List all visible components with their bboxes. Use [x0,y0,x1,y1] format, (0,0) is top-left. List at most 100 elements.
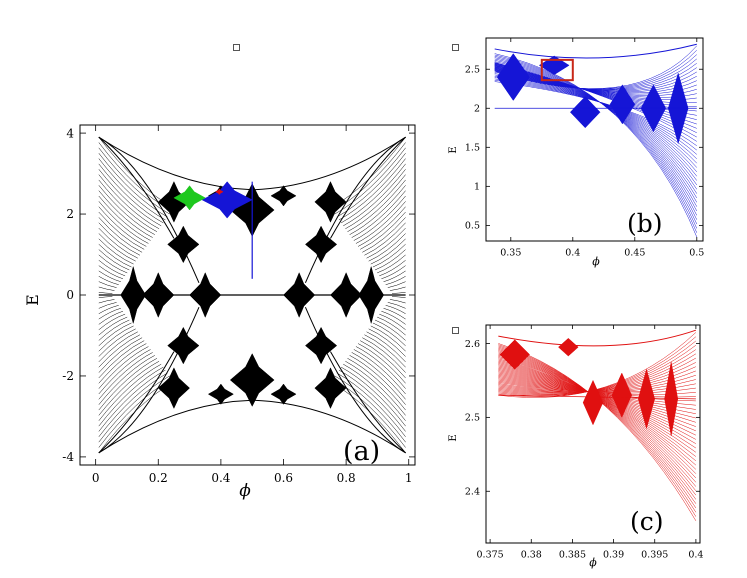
fan-line [374,319,406,341]
fan-line [98,313,126,330]
fan-line [98,211,145,250]
butterfly-cluster [229,353,275,407]
fan-line [343,363,406,421]
fan-line [98,217,143,253]
fan-line [347,358,406,411]
fan-line [498,370,696,392]
fan-line [98,346,149,389]
fan-line [389,299,406,304]
panel-c-xlabel: ϕ [589,556,597,569]
fan-line [349,355,406,405]
y-tick-label: 4 [66,126,74,140]
panel-c-tag: (c) [630,507,664,536]
panel-b: 0.35 0.4 0.45 0.5 0.5 1 1.5 2 2.5 ϕ E (b) [448,37,704,268]
butterfly-cluster [569,96,601,129]
fan-line [355,346,406,389]
zoom-c-region [215,188,224,196]
fan-line [98,222,141,256]
fan-line [98,316,128,336]
fan-line [98,233,136,262]
fan-line [498,363,697,449]
envelope-curve [98,136,200,284]
envelope-curve [252,136,406,191]
y-tick-label: 0 [66,288,74,302]
fan-line [349,185,406,235]
envelope-curve [304,306,406,454]
fan-line [362,337,406,373]
fan-line [498,332,697,398]
fan-line [370,238,406,265]
panel-b-ticks: 0.35 0.4 0.45 0.5 0.5 1 1.5 2 2.5 [465,38,704,259]
y-tick-label: 0.5 [465,221,480,232]
fan-line [494,68,698,190]
fan-line [351,190,406,238]
fan-line [98,153,168,218]
fan-line [498,364,697,444]
butterfly-cluster [270,383,297,405]
y-tick-label: 2.5 [465,65,480,76]
fan-line [357,206,406,247]
fan-line [498,353,697,394]
fan-line [498,357,697,470]
x-tick-label: 0.4 [565,248,580,259]
fan-line [385,276,406,285]
fan-line [498,352,697,487]
envelope-curve [98,306,200,454]
fan-line [383,308,406,320]
fan-line [98,249,130,271]
fan-line [372,322,406,347]
fan-line [98,302,117,309]
panel-c-frame [485,324,701,544]
fan-line [366,331,406,363]
envelope-curve [330,136,406,239]
butterfly-cluster [496,53,530,101]
fan-line [494,49,697,90]
fan-line [370,325,406,352]
fan-line [351,352,406,400]
fan-line [494,70,698,181]
fan-line [98,369,166,432]
fan-line [498,359,697,462]
fan-line [498,347,697,504]
fan-line [98,299,115,304]
fan-line [98,265,124,280]
x-tick-label: 0.6 [274,471,293,485]
fan-line [338,158,406,221]
x-tick-label: 0.395 [641,550,668,561]
butterfly-cluster [314,181,347,223]
envelope-curve [304,136,406,284]
fan-line [347,179,406,232]
panel-b-tag: (b) [627,209,663,238]
y-tick-label: 2 [66,207,74,221]
butterfly-cluster [305,326,338,365]
envelope-curve [330,351,406,454]
fan-line [381,265,406,280]
fan-line [98,337,143,373]
fan-line [343,169,406,227]
x-tick-label: 0 [92,471,100,485]
fan-line [494,56,698,229]
panel-b-ylabel: E [448,146,459,153]
x-tick-label: 0.4 [211,471,230,485]
panel-a: 0 0.2 0.4 0.6 0.8 1 -4 -2 0 2 4 ϕ E (a) [23,124,416,501]
fan-line [98,308,121,320]
fan-line [498,350,697,496]
fan-line [377,254,406,274]
fan-line [381,310,406,325]
fan-line [98,206,147,247]
butterfly-cluster [207,383,234,405]
fan-line [98,292,113,294]
fan-line [98,185,155,235]
fan-line [387,302,406,309]
fan-line [377,316,406,336]
x-tick-label: 1 [405,471,413,485]
envelope-curve [98,136,175,239]
fan-line [498,360,697,457]
fan-line [98,276,119,285]
fan-line [98,270,121,282]
panel-b-frame [485,37,704,242]
envelope-curve [498,329,697,347]
fan-line [357,343,406,384]
fan-line [498,353,697,483]
y-tick-label: -2 [62,369,74,383]
